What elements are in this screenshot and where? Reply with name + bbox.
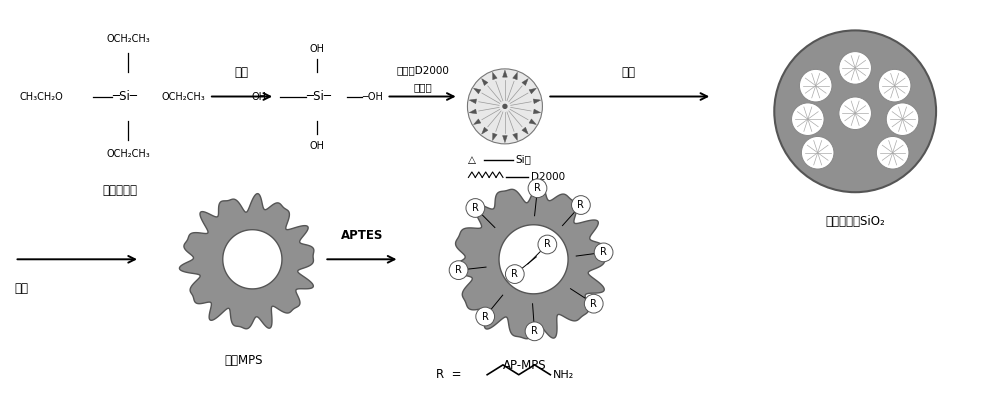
Text: OCH₂CH₃: OCH₂CH₃	[162, 91, 205, 102]
Polygon shape	[469, 99, 477, 104]
Circle shape	[594, 243, 613, 262]
Text: R: R	[577, 200, 584, 210]
Polygon shape	[469, 109, 477, 114]
Polygon shape	[513, 133, 517, 141]
Circle shape	[839, 51, 871, 84]
Circle shape	[449, 261, 468, 280]
Text: OH: OH	[310, 141, 325, 151]
Text: R: R	[544, 239, 551, 249]
Text: NH₂: NH₂	[553, 370, 575, 380]
Polygon shape	[473, 88, 481, 94]
Circle shape	[878, 69, 911, 102]
Text: 介孔MPS: 介孔MPS	[224, 354, 263, 367]
Circle shape	[503, 105, 507, 108]
Text: OCH₂CH₃: OCH₂CH₃	[106, 149, 150, 159]
Text: D2000: D2000	[531, 172, 565, 183]
Text: R: R	[600, 247, 607, 257]
Circle shape	[476, 307, 495, 326]
Text: R: R	[472, 203, 479, 213]
Circle shape	[505, 265, 524, 283]
Circle shape	[792, 103, 824, 135]
Polygon shape	[503, 70, 507, 77]
Circle shape	[876, 137, 909, 169]
Circle shape	[801, 137, 834, 169]
Polygon shape	[482, 78, 488, 85]
Circle shape	[774, 30, 936, 192]
Text: R: R	[455, 265, 462, 275]
Circle shape	[467, 69, 542, 144]
Circle shape	[839, 97, 871, 129]
Polygon shape	[482, 127, 488, 134]
Polygon shape	[533, 99, 541, 104]
Polygon shape	[513, 72, 517, 80]
Circle shape	[528, 179, 547, 198]
Text: AP-MPS: AP-MPS	[503, 359, 546, 372]
Text: 缩聚: 缩聚	[621, 66, 635, 79]
Text: APTES: APTES	[341, 229, 383, 242]
Text: OH: OH	[310, 44, 325, 54]
Text: 模板剂D2000: 模板剂D2000	[397, 65, 449, 75]
Polygon shape	[493, 133, 497, 141]
Polygon shape	[522, 78, 528, 85]
Circle shape	[572, 195, 590, 215]
Text: ─Si─: ─Si─	[306, 90, 331, 103]
Text: 正硅酸乙酯: 正硅酸乙酯	[103, 184, 138, 197]
Text: △: △	[468, 155, 476, 165]
Circle shape	[886, 103, 919, 135]
Text: R: R	[534, 183, 541, 193]
Text: 水解: 水解	[235, 66, 249, 79]
Text: 去除: 去除	[15, 282, 29, 295]
Circle shape	[538, 235, 557, 254]
Polygon shape	[473, 119, 481, 124]
PathPatch shape	[450, 183, 605, 339]
Circle shape	[799, 69, 832, 102]
Polygon shape	[529, 119, 536, 124]
Text: OH: OH	[251, 91, 266, 102]
Circle shape	[525, 322, 544, 341]
Text: R  =: R =	[436, 368, 461, 381]
Polygon shape	[522, 127, 528, 134]
Polygon shape	[493, 72, 497, 80]
Polygon shape	[533, 109, 541, 114]
Text: R: R	[590, 299, 597, 309]
Polygon shape	[529, 88, 536, 94]
Polygon shape	[503, 136, 507, 143]
Text: CH₃CH₂O: CH₃CH₂O	[20, 91, 63, 102]
Text: Si源: Si源	[516, 155, 532, 165]
Text: R: R	[482, 312, 489, 322]
Text: R: R	[531, 326, 538, 336]
Circle shape	[584, 294, 603, 313]
Text: 有模板剂的SiO₂: 有模板剂的SiO₂	[825, 215, 885, 228]
PathPatch shape	[179, 194, 314, 329]
Text: 自组装: 自组装	[414, 83, 432, 93]
Text: R: R	[511, 269, 518, 279]
Text: ─OH: ─OH	[362, 91, 383, 102]
Text: ─Si─: ─Si─	[112, 90, 137, 103]
Circle shape	[466, 199, 485, 217]
Text: OCH₂CH₃: OCH₂CH₃	[106, 34, 150, 44]
